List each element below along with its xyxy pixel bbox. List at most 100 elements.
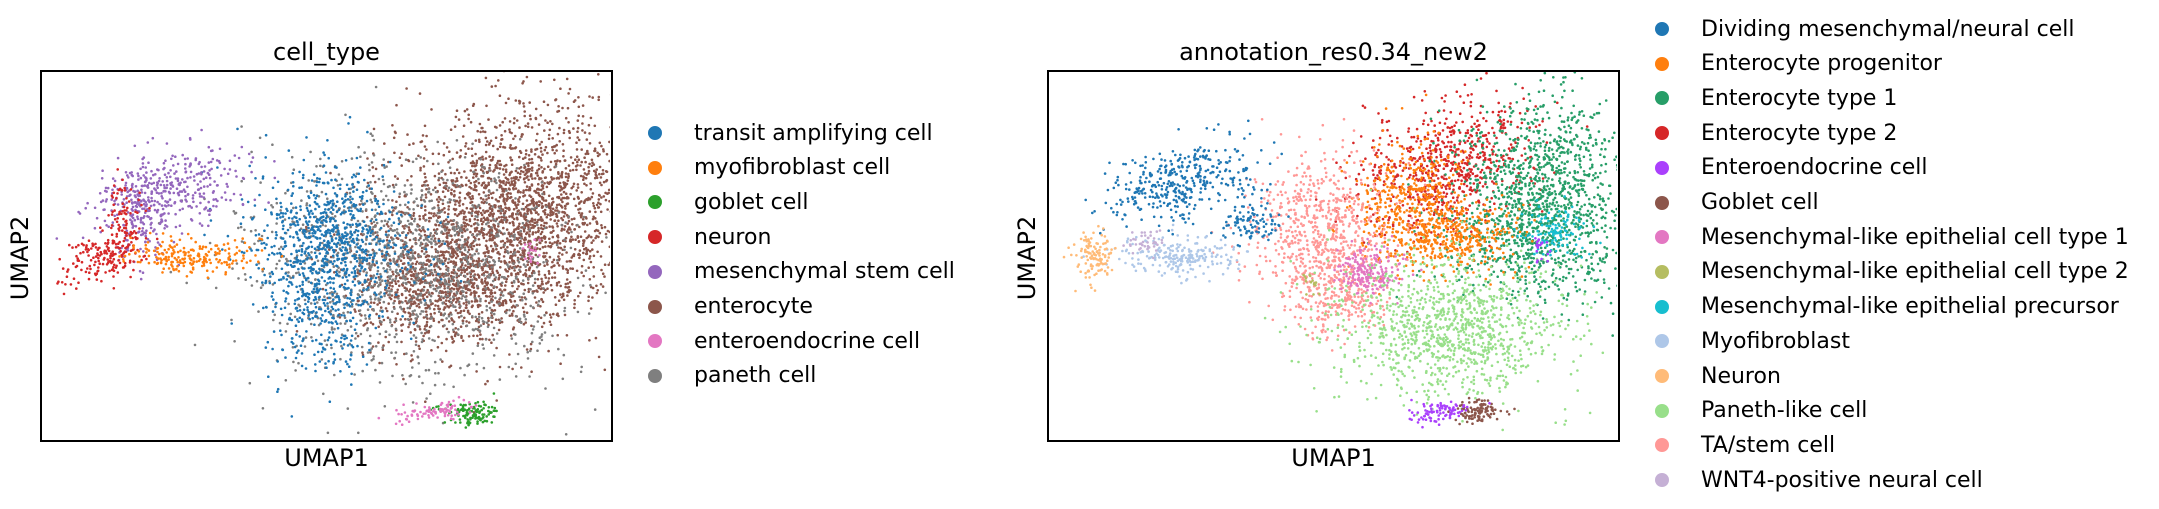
legend-marker (1655, 126, 1669, 141)
legend-label: Mesenchymal-like epithelial precursor (1701, 294, 2119, 320)
legend-label: myofibroblast cell (694, 155, 891, 181)
legend-item: Dividing mesenchymal/neural cell (1655, 14, 2074, 44)
legend-item: paneth cell (648, 361, 816, 391)
legend-item: mesenchymal stem cell (648, 257, 955, 287)
legend-item: Mesenchymal-like epithelial cell type 2 (1655, 257, 2129, 287)
x-axis-label: UMAP1 (284, 444, 369, 472)
series-points-paneth-like-cell (1263, 188, 1605, 432)
legend-marker (648, 334, 662, 349)
legend-label: transit amplifying cell (694, 120, 933, 146)
y-axis-label: UMAP2 (1013, 215, 1041, 301)
series-points-wnt4-positive-neural-cell (1122, 229, 1164, 260)
legend-marker (1655, 91, 1669, 106)
legend-item: Neuron (1655, 361, 1781, 391)
legend-label: Enterocyte progenitor (1701, 51, 1942, 77)
series-points-paneth-cell (157, 85, 608, 436)
legend: transit amplifying cell myofibroblast cel… (648, 118, 988, 388)
series-points-dividing-mesenchymal-neural-cell (1210, 188, 1290, 248)
legend-item: TA/stem cell (1655, 430, 1835, 460)
legend-marker (1655, 403, 1669, 418)
legend-marker (1655, 56, 1669, 71)
legend-item: goblet cell (648, 187, 809, 217)
series-points-enterocyte-progenitor (1379, 182, 1536, 286)
legend-item: Myofibroblast (1655, 326, 1850, 356)
scatter-plot (55, 72, 610, 436)
legend-label: Enteroendocrine cell (1701, 155, 1928, 181)
y-axis-label: UMAP2 (6, 215, 34, 301)
legend: Dividing mesenchymal/neural cell Enterocy… (1655, 14, 2155, 504)
series-points-goblet-cell (429, 392, 498, 429)
legend-label: Neuron (1701, 363, 1781, 389)
legend-marker (1655, 230, 1669, 245)
series-points-transit-amplifying-cell (200, 115, 463, 364)
plot-area (40, 70, 613, 442)
legend-item: neuron (648, 222, 771, 252)
legend-item: myofibroblast cell (648, 153, 890, 183)
legend-label: paneth cell (694, 363, 817, 389)
legend-marker (1655, 438, 1669, 453)
series-points-transit-amplifying-cell (230, 200, 415, 418)
series-points-enteroendocrine-cell (377, 395, 478, 427)
legend-label: goblet cell (694, 189, 809, 215)
series-points-enterocyte (305, 72, 610, 414)
legend-label: mesenchymal stem cell (694, 259, 955, 285)
x-axis-label: UMAP1 (1291, 444, 1376, 472)
series-points-myofibroblast (1082, 223, 1250, 285)
legend-marker (1655, 473, 1669, 488)
legend-item: Mesenchymal-like epithelial precursor (1655, 292, 2119, 322)
legend-marker (648, 230, 662, 245)
legend-marker (648, 264, 662, 279)
legend-label: Paneth-like cell (1701, 398, 1868, 424)
legend-marker (648, 299, 662, 314)
legend-marker (1655, 299, 1669, 314)
legend-label: neuron (694, 224, 772, 250)
legend-item: Enterocyte type 2 (1655, 118, 1897, 148)
legend-item: Goblet cell (1655, 188, 1819, 218)
legend-item: Enteroendocrine cell (1655, 153, 1928, 183)
legend-label: enterocyte (694, 294, 813, 319)
legend-marker (1655, 264, 1669, 279)
plot-area (1047, 70, 1620, 442)
legend-marker (648, 126, 662, 140)
chart-title: annotation_res0.34_new2 (1179, 38, 1488, 66)
legend-label: Goblet cell (1701, 190, 1819, 215)
legend-label: WNT4-positive neural cell (1701, 467, 1983, 493)
legend-item: Mesenchymal-like epithelial cell type 1 (1655, 222, 2129, 252)
series-points-enteroendocrine-cell (521, 238, 542, 265)
legend-marker (648, 368, 662, 383)
legend-label: Enterocyte type 1 (1701, 85, 1898, 111)
legend-item: WNT4-positive neural cell (1655, 465, 1983, 495)
series-points-neuron (56, 206, 159, 296)
legend-item: Enterocyte progenitor (1655, 49, 1942, 79)
series-points-mesenchymal-like-epithelial-cell-type-2 (1302, 273, 1321, 296)
scatter-plot (1062, 72, 1617, 432)
legend-marker (1655, 160, 1669, 175)
legend-item: enteroendocrine cell (648, 326, 920, 356)
legend-marker (1655, 334, 1669, 349)
series-points-enteroendocrine-cell (1408, 398, 1491, 429)
series-points-myofibroblast-cell (118, 231, 284, 279)
legend-item: transit amplifying cell (648, 118, 933, 148)
legend-label: Mesenchymal-like epithelial cell type 1 (1701, 224, 2129, 250)
legend-label: Dividing mesenchymal/neural cell (1701, 16, 2075, 42)
legend-marker (648, 160, 662, 175)
chart-title: cell_type (273, 38, 380, 66)
legend-label: Enterocyte type 2 (1701, 120, 1898, 146)
legend-marker (1655, 369, 1669, 383)
series-points-neuron (1062, 224, 1117, 293)
legend-marker (648, 195, 662, 210)
series-points-dividing-mesenchymal-neural-cell (1084, 119, 1283, 236)
legend-label: enteroendocrine cell (694, 328, 921, 354)
legend-label: Mesenchymal-like epithelial cell type 2 (1701, 259, 2129, 285)
legend-label: TA/stem cell (1701, 432, 1836, 458)
legend-item: Enterocyte type 1 (1655, 83, 1897, 113)
series-points-ta-stem-cell (1210, 117, 1427, 342)
series-points-goblet-cell (1447, 396, 1516, 426)
legend-marker (1655, 22, 1669, 36)
legend-item: enterocyte (648, 292, 813, 322)
legend-item: Paneth-like cell (1655, 396, 1867, 426)
legend-label: Myofibroblast (1701, 328, 1850, 354)
series-points-neuron (106, 168, 148, 268)
series-points-enteroendocrine-cell (1534, 237, 1552, 264)
legend-marker (1655, 195, 1669, 210)
